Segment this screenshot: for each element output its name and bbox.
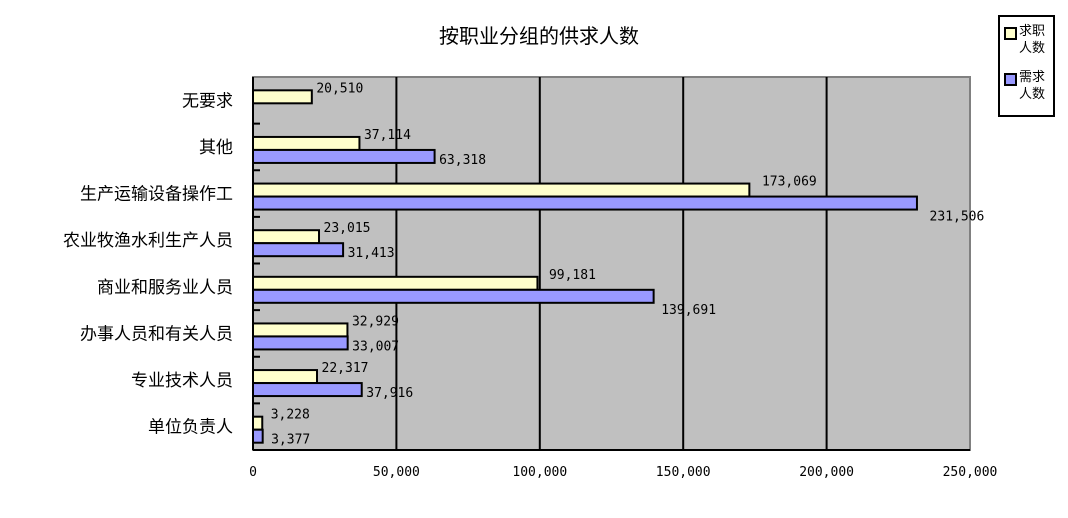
legend-label: 需求人数 — [1019, 70, 1046, 102]
data-label: 99,181 — [549, 268, 596, 283]
bar — [252, 382, 363, 398]
legend-item-demand: 需求人数 — [1004, 69, 1051, 103]
legend-label: 求职人数 — [1019, 24, 1046, 56]
bar — [252, 275, 539, 291]
bar — [252, 195, 918, 211]
data-label: 3,228 — [271, 408, 310, 423]
bar — [252, 148, 436, 164]
bar — [252, 135, 361, 151]
data-label: 139,691 — [661, 303, 716, 318]
legend: 求职人数 需求人数 — [998, 15, 1055, 117]
x-tick-label: 100,000 — [512, 465, 567, 480]
data-label: 33,007 — [352, 339, 399, 354]
data-label: 20,510 — [316, 81, 363, 96]
category-label: 其他 — [199, 138, 233, 158]
legend-swatch — [1004, 27, 1017, 40]
chart-title: 按职业分组的供求人数 — [439, 24, 639, 48]
bar — [252, 369, 319, 385]
data-label: 173,069 — [762, 175, 817, 190]
data-label: 37,114 — [364, 128, 411, 143]
data-label: 23,015 — [324, 221, 371, 236]
legend-swatch — [1004, 73, 1017, 86]
data-label: 37,916 — [366, 386, 413, 401]
data-label: 3,377 — [271, 433, 310, 448]
category-label: 专业技术人员 — [131, 371, 233, 391]
category-label: 农业牧渔水利生产人员 — [63, 231, 233, 251]
category-label: 商业和服务业人员 — [97, 278, 233, 298]
bar — [252, 288, 655, 304]
bar — [252, 322, 349, 338]
category-label: 无要求 — [182, 91, 233, 111]
data-label: 22,317 — [322, 361, 369, 376]
x-tick-label: 150,000 — [656, 465, 711, 480]
category-label: 生产运输设备操作工 — [80, 185, 233, 205]
data-label: 63,318 — [439, 153, 486, 168]
bar — [252, 415, 264, 431]
bar — [252, 242, 345, 258]
x-tick-label: 250,000 — [943, 465, 998, 480]
data-label: 31,413 — [348, 246, 395, 261]
legend-item-job-seekers: 求职人数 — [1004, 23, 1051, 57]
category-label: 办事人员和有关人员 — [80, 324, 233, 344]
data-label: 32,929 — [352, 314, 399, 329]
bar — [252, 428, 264, 444]
x-tick-label: 200,000 — [799, 465, 854, 480]
x-tick-label: 0 — [249, 465, 257, 480]
plot-background — [252, 76, 971, 451]
bar — [252, 335, 349, 351]
x-tick-label: 50,000 — [373, 465, 420, 480]
bar — [252, 89, 313, 105]
bar — [252, 182, 751, 198]
bar — [252, 229, 321, 245]
data-label: 231,506 — [930, 210, 985, 225]
category-label: 单位负责人 — [148, 418, 233, 438]
